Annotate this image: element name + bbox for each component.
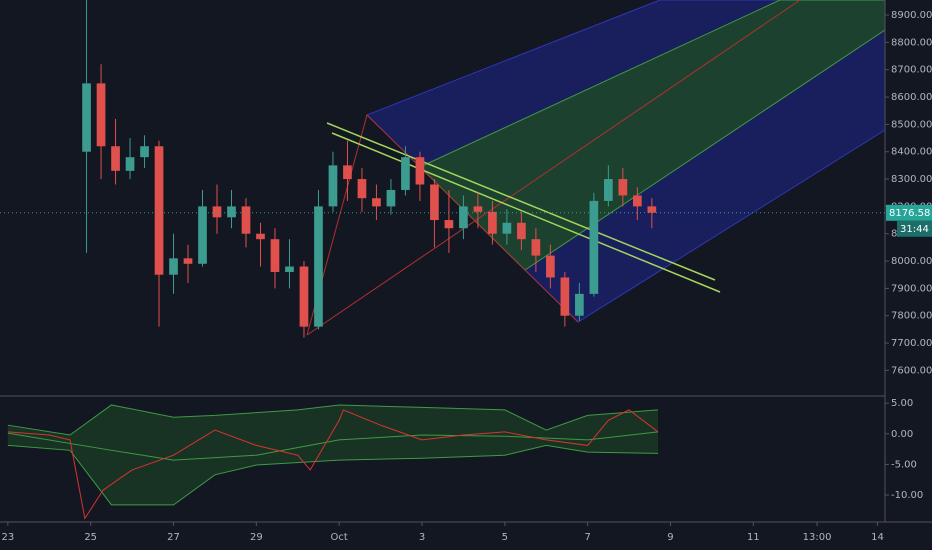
y-tick-label: -5.00 [891,459,917,470]
candle-body [386,189,396,207]
x-tick-label: 14 [871,532,884,543]
candle-body [531,239,541,256]
countdown-tag [897,220,932,237]
y-tick-label: 8300.00 [891,174,932,185]
y-tick-label: 7800.00 [891,311,932,322]
candle-body [154,146,164,275]
candle-body [546,255,555,278]
y-tick-label: 8600.00 [891,92,932,103]
candle-body [618,179,628,196]
x-tick-label: 13:00 [803,532,832,543]
candle-body [183,258,193,264]
x-tick-label: 5 [502,532,508,543]
y-tick-label: 0.00 [891,429,913,440]
y-tick-label: 7900.00 [891,283,932,294]
countdown-label: 31:44 [900,224,929,235]
candle-body [502,222,512,234]
x-tick-label: 29 [250,532,263,543]
candle-body [357,179,367,199]
candle-body [517,222,526,240]
marks [7,0,659,520]
candle-body [328,165,338,207]
trend-line [326,122,716,281]
indicator-line [7,431,659,461]
candle-body [430,184,439,221]
candle-body [459,206,468,229]
candle-body [140,146,149,158]
y-tick-label: 7700.00 [891,338,932,349]
x-tick-label: 23 [2,532,15,543]
y-tick-label: 8500.00 [891,119,932,130]
y-tick-label: 7600.00 [891,365,932,376]
y-tick-label: 8000.00 [891,256,932,267]
candle-body [96,83,106,147]
y-tick-label: 8800.00 [891,37,932,48]
axes: 23 25 27 29 Oct 3 5 7 9 11 13:00 14 8900.00 8800.00 87… [0,10,932,543]
candle-body [444,220,454,229]
x-tick-label: 27 [167,532,180,543]
y-tick-label: -10.00 [891,490,923,501]
candle-body [227,206,236,218]
indicator-line [7,409,659,520]
candle-body [285,266,294,272]
y-tick-label: 5.00 [891,398,913,409]
trend-line [331,132,721,293]
candle-body [604,179,613,201]
candle-body [256,233,265,240]
candle-body [589,200,599,294]
last-price-label: 8176.58 [889,208,930,219]
last-price-tag [886,204,932,221]
x-tick-label: 9 [667,532,673,543]
pitchfork-pivots [306,114,579,336]
candle-body [241,206,251,234]
candle-body [299,266,309,327]
x-tick-label: 7 [584,532,590,543]
candle-body [473,206,483,212]
x-tick-label: 25 [84,532,97,543]
candle-body [488,211,497,234]
candle-body [343,165,352,180]
pitchfork [306,0,886,336]
candle-body [212,206,222,218]
candle-body [401,157,410,190]
y-tick-label: 8700.00 [891,65,932,76]
candle-body [314,206,323,327]
y-tick-label: 8900.00 [891,10,932,21]
candle-body [125,157,135,171]
y-tick-label: 8400.00 [891,147,932,158]
candle-body [415,157,425,185]
candle-body [169,258,178,275]
candle-body [198,206,207,264]
indicator-line [7,404,659,436]
band-fill [7,404,659,505]
candle-body [560,277,570,316]
candle-body [270,239,280,272]
x-tick-label: Oct [331,532,348,543]
candle-body [82,83,91,152]
indicator-line [7,444,659,506]
candle-body [111,146,120,171]
candle-body [633,195,642,207]
candle-body [575,293,584,316]
x-tick-label: 11 [747,532,760,543]
pitchfork-median [306,0,801,336]
candle-body [372,198,381,207]
x-tick-label: 3 [419,532,425,543]
candle-body [647,206,657,213]
